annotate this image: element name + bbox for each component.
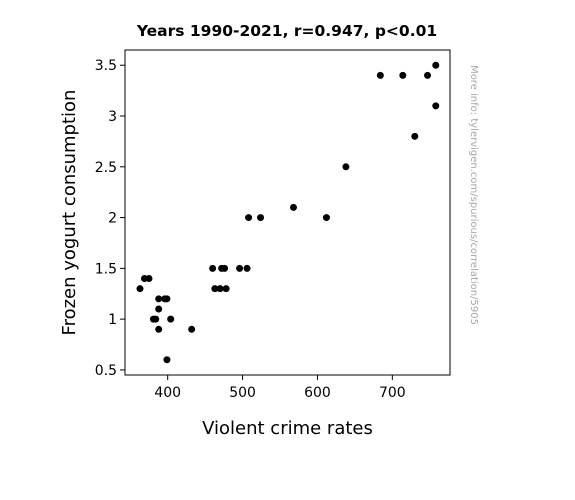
y-tick-label: 1 (108, 312, 117, 328)
data-point (155, 305, 163, 313)
x-tick-label: 500 (229, 385, 256, 401)
x-axis-label: Violent crime rates (202, 418, 373, 439)
source-watermark: More info: tylervigen.com/spurious/corre… (468, 65, 479, 325)
data-point (342, 163, 350, 171)
data-point (218, 264, 226, 272)
data-point (236, 264, 244, 272)
chart-title: Years 1990-2021, r=0.947, p<0.01 (136, 22, 437, 40)
data-point (155, 295, 163, 303)
data-point (243, 264, 251, 272)
data-point (289, 203, 297, 211)
data-point (155, 325, 163, 333)
data-point (432, 61, 440, 69)
x-axis: 400 500 600 700 (154, 375, 406, 401)
plot-area-frame (124, 49, 451, 376)
y-axis-label: Frozen yogurt consumption (59, 90, 80, 336)
data-point (188, 325, 196, 333)
data-point (167, 315, 175, 323)
data-point (322, 214, 330, 222)
y-tick-label: 3.5 (95, 58, 117, 74)
y-tick-label: 2 (108, 211, 117, 227)
data-point (211, 285, 219, 293)
data-point (216, 285, 224, 293)
data-point (432, 102, 440, 110)
data-point (209, 264, 217, 272)
y-tick-label: 3 (108, 109, 117, 125)
x-tick-label: 400 (154, 385, 181, 401)
data-point (257, 214, 265, 222)
data-point (411, 132, 419, 140)
data-point (163, 356, 171, 364)
data-point (399, 71, 407, 79)
data-point (136, 285, 144, 293)
data-point (161, 295, 169, 303)
data-points (136, 61, 440, 364)
x-tick-label: 600 (304, 385, 331, 401)
x-tick-label: 700 (379, 385, 406, 401)
data-point (376, 71, 384, 79)
data-point (149, 315, 157, 323)
data-point (222, 285, 230, 293)
y-axis: 0.5 1 1.5 2 2.5 3 3.5 (95, 58, 125, 379)
y-tick-label: 0.5 (95, 363, 117, 379)
data-point (140, 275, 148, 283)
data-point (424, 71, 432, 79)
y-tick-label: 2.5 (95, 160, 117, 176)
data-point (245, 214, 253, 222)
y-tick-label: 1.5 (95, 261, 117, 277)
